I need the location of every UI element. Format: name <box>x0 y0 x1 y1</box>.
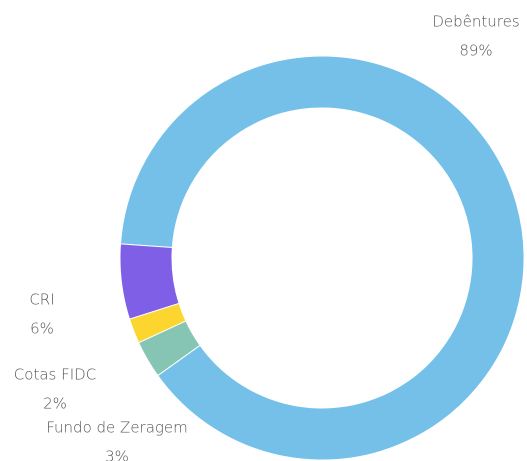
segment-value-label: 6% <box>30 320 54 338</box>
segment-value-label: 3% <box>105 448 129 461</box>
donut-segment <box>119 55 525 461</box>
segment-label: Fundo de Zeragem <box>46 419 188 437</box>
donut-segment <box>119 243 180 320</box>
segment-label: Debêntures <box>432 13 519 31</box>
segment-value-label: 89% <box>459 42 492 60</box>
segment-label: Cotas FIDC <box>14 366 96 384</box>
segment-value-label: 2% <box>43 395 67 413</box>
segment-label: CRI <box>29 291 54 309</box>
